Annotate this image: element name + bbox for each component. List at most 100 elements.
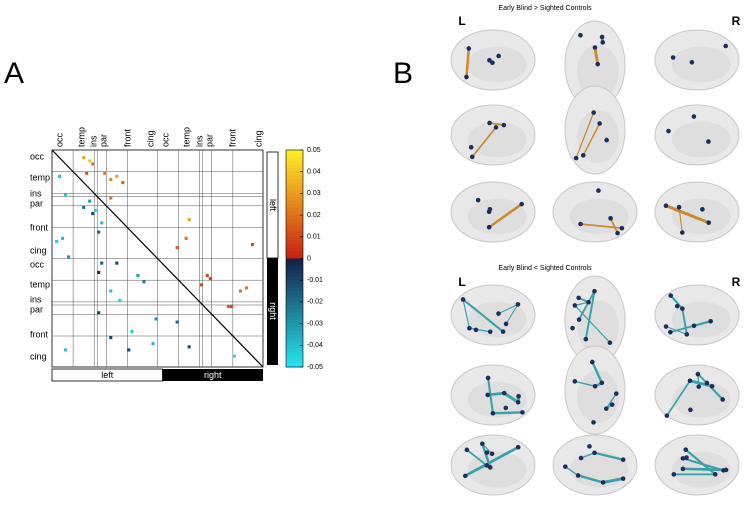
node [680,456,686,461]
colorbar-step [286,178,303,184]
node [600,40,606,45]
colorbar-step [286,233,303,238]
node [503,405,509,411]
colorbar-label: -0.01 [307,277,323,284]
cell [154,317,158,321]
cell [55,239,59,243]
edge [578,290,596,321]
hemi-bar [267,258,278,365]
colorbar-step [286,247,303,252]
row-label: front [30,329,49,339]
node [671,472,677,477]
hemi-label: right [204,370,222,380]
node [580,153,586,158]
edge [503,391,519,404]
matrix: 0.05 0.04 0.03 0.02 0.01 0 -0.01 -0.02 -0.03 -0.0… [30,127,323,382]
node [684,332,690,337]
node [460,297,466,302]
edge [498,303,519,315]
brain-renderings [450,20,740,496]
node [680,306,685,311]
colorbar-step [286,352,303,357]
node [515,302,521,307]
node [591,110,596,115]
col-label: front [122,128,132,147]
node [689,59,695,65]
node [583,336,589,342]
node [604,137,609,143]
node [666,128,671,134]
colorbar-label: 0.05 [307,147,321,154]
colorbar-label: 0.03 [307,190,321,197]
colorbar-label: 0.04 [307,169,321,176]
node [619,225,625,231]
cell [199,283,203,287]
brain-shade [577,370,619,423]
node [664,413,670,418]
colorbar-step [286,258,303,263]
col-label: ins [194,135,204,147]
edge [487,391,505,397]
colorbar-step [286,218,303,223]
colorbar-label: 0 [307,255,311,262]
colorbar-step [286,160,303,165]
colorbar-step [286,294,303,299]
node [712,472,718,477]
colorbar-step [286,283,303,288]
node [608,216,613,221]
node [578,455,584,461]
cell [226,305,230,309]
node [684,455,689,460]
colorbar-step [286,204,303,209]
node [708,318,713,324]
edge [471,126,497,158]
panel-label: B [393,57,413,90]
cell [64,348,68,352]
col-label: par [204,134,214,147]
node [575,473,581,478]
row-label: ins [30,188,42,198]
node [485,375,491,381]
brain-shade [467,121,527,158]
cell [136,274,140,278]
colorbar-step [286,287,303,292]
node [706,220,712,225]
edge [469,327,491,333]
colorbar-step [286,319,303,325]
cell [118,298,122,302]
cell [151,342,155,346]
cell [64,193,68,197]
cell [208,277,212,281]
cell [121,181,125,185]
node [613,391,619,396]
colorbar-step [286,327,303,332]
col-label: temp [181,127,191,147]
hemi-label: left [101,370,114,380]
cell [109,196,113,200]
edge [669,294,684,310]
colorbar-step [286,312,303,317]
edge [609,217,619,234]
node [599,34,605,40]
edge [666,380,691,417]
cell [130,329,134,333]
edge [492,411,523,415]
colorbar-step [286,186,303,191]
row-label: ins [30,294,42,304]
node [572,303,578,308]
node [704,380,710,386]
node [487,465,493,470]
node [696,384,702,389]
cell [127,348,131,352]
colorbar-step [286,229,303,234]
node [516,393,521,399]
colorbar-step [286,182,303,187]
edge [574,380,596,387]
cell [61,236,65,240]
node [503,321,509,327]
node [467,325,472,331]
node [501,122,507,128]
edge [575,112,595,159]
col-label: front [227,128,237,147]
node [484,450,490,455]
